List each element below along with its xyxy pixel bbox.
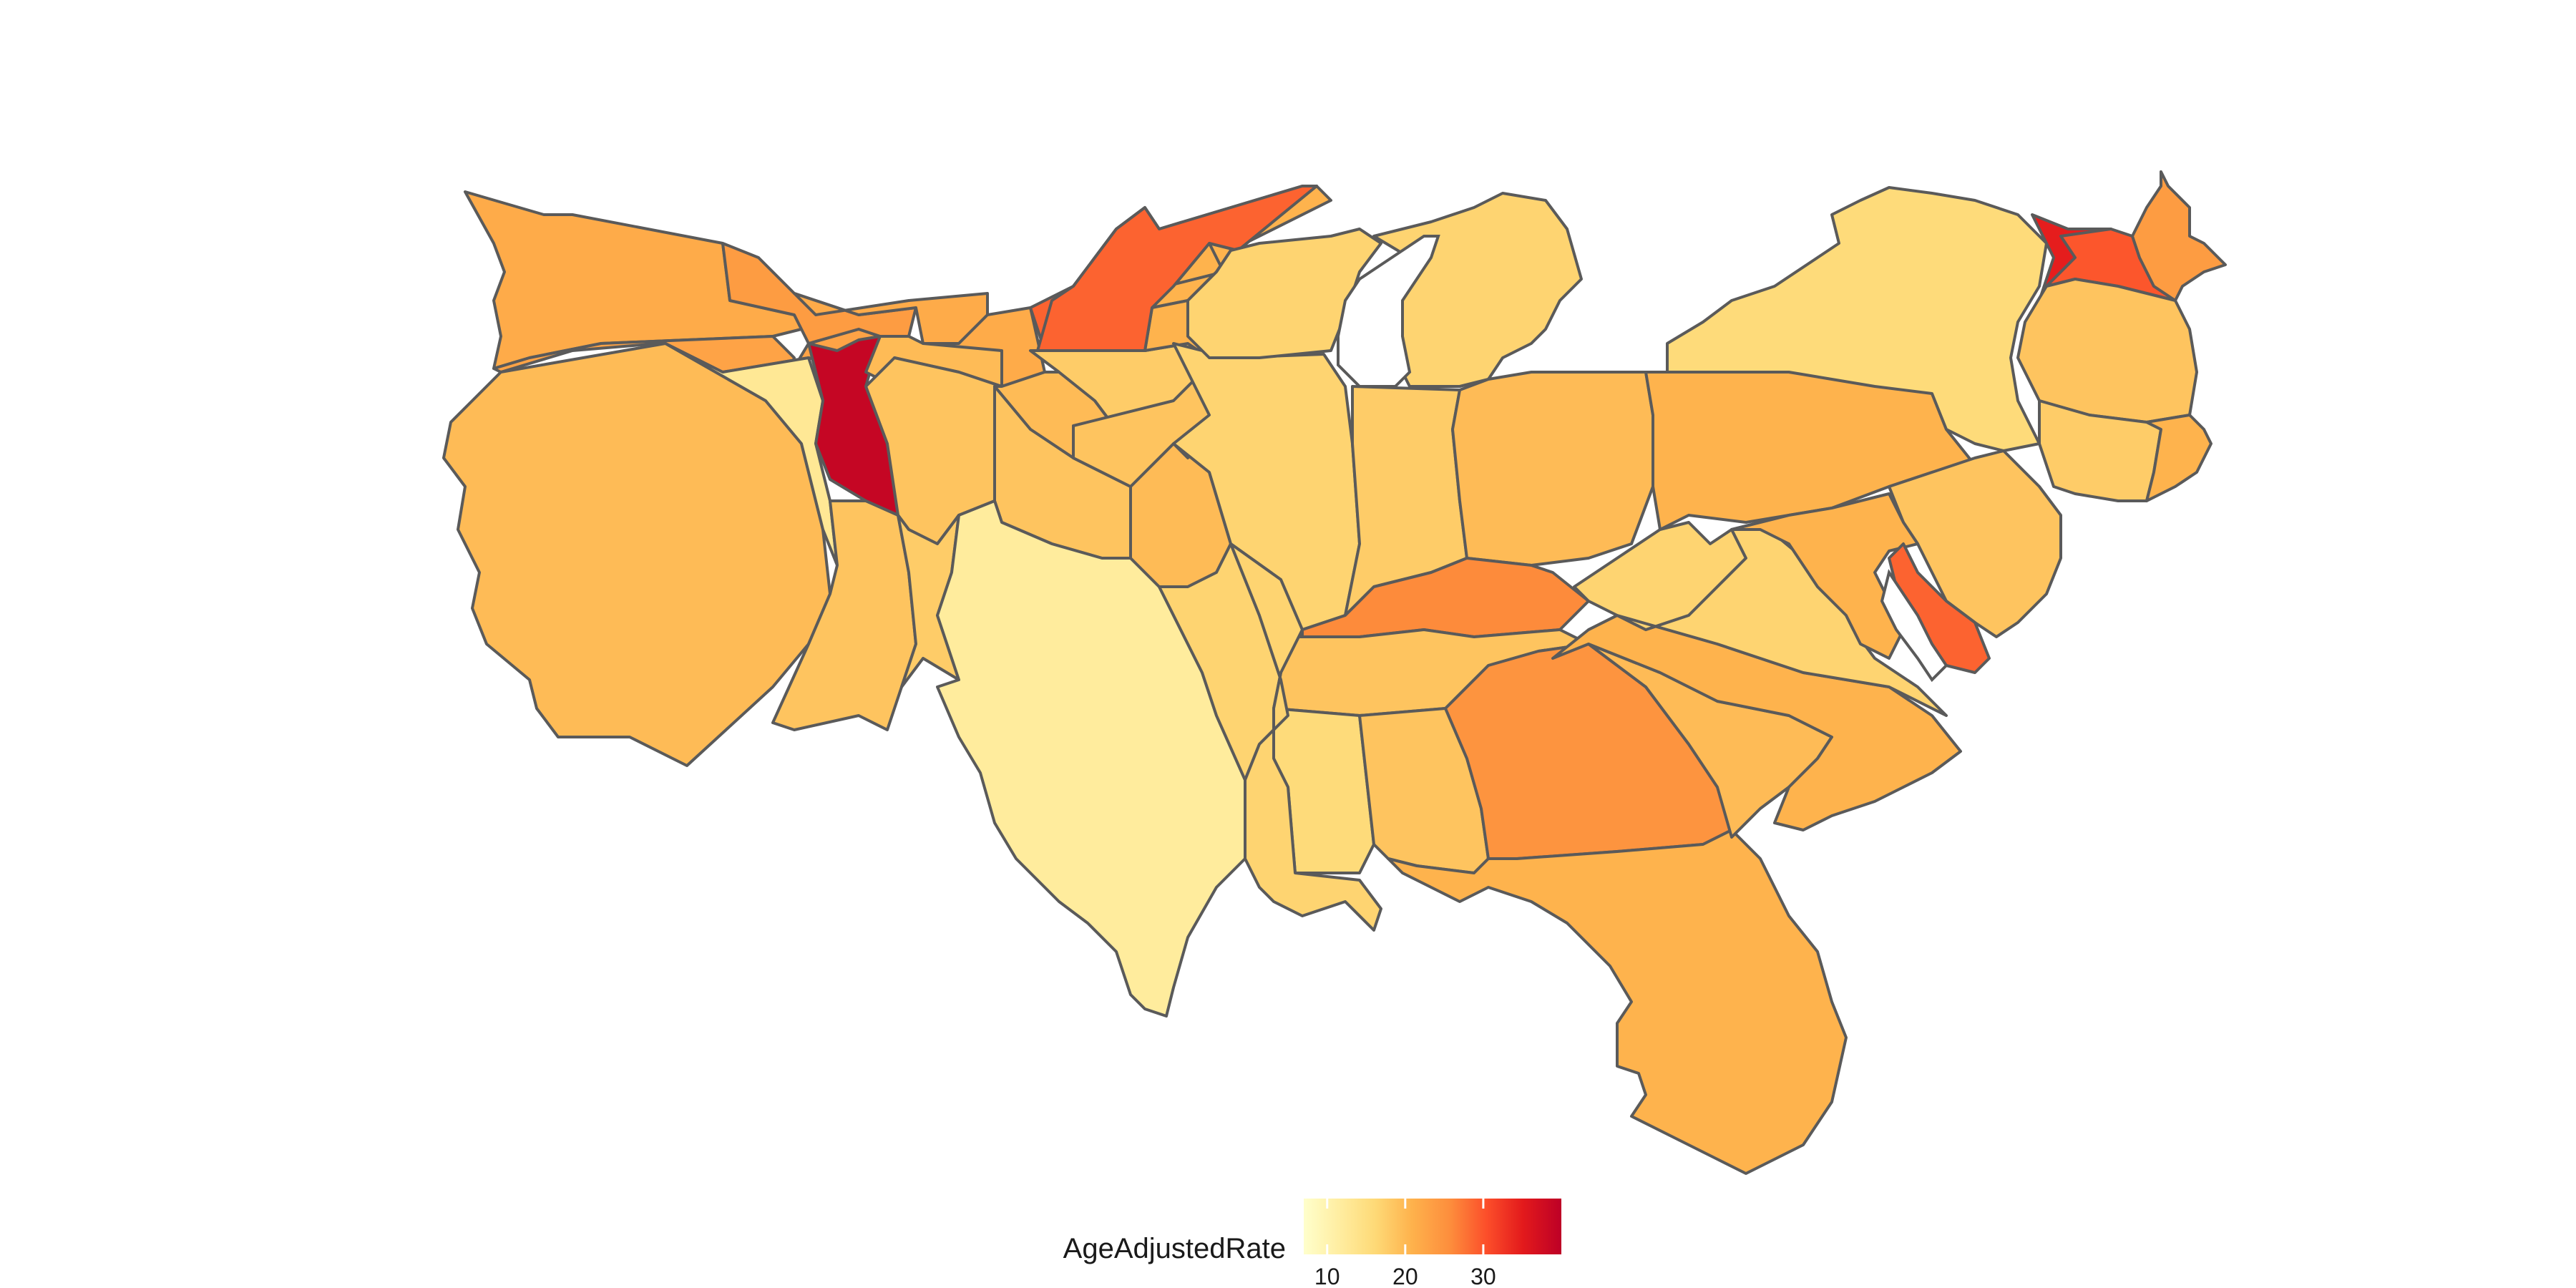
lake-michigan bbox=[1337, 235, 1440, 388]
region-north-central[interactable] bbox=[1036, 185, 1318, 352]
chesapeake-bay bbox=[1880, 569, 1948, 683]
color-legend: AgeAdjustedRate 10 20 30 bbox=[1063, 1199, 1561, 1288]
region-rhode-island[interactable] bbox=[2145, 414, 2212, 502]
water-bodies bbox=[1337, 235, 1948, 683]
region-arizona[interactable] bbox=[771, 499, 917, 731]
region-texas[interactable] bbox=[936, 499, 1246, 1018]
region-louisiana-east[interactable] bbox=[1229, 542, 1382, 932]
region-florida[interactable] bbox=[1387, 829, 1848, 1175]
legend-tick-label-10: 10 bbox=[1314, 1264, 1340, 1288]
legend-colorbar bbox=[1304, 1199, 1561, 1254]
region-new-york[interactable] bbox=[1666, 186, 2048, 452]
legend-title: AgeAdjustedRate bbox=[1063, 1233, 1286, 1264]
state-regions bbox=[442, 170, 2227, 1175]
region-michigan-upper[interactable] bbox=[1186, 228, 1382, 359]
region-massachusetts[interactable] bbox=[2016, 278, 2198, 424]
legend-tick-labels: 10 20 30 bbox=[1314, 1264, 1496, 1288]
region-ohio[interactable] bbox=[1451, 371, 1654, 567]
region-new-jersey[interactable] bbox=[1888, 449, 2062, 638]
legend-tick-label-30: 30 bbox=[1470, 1264, 1496, 1288]
legend-tick-label-20: 20 bbox=[1392, 1264, 1418, 1288]
region-nebraska[interactable] bbox=[922, 306, 1046, 388]
region-maine[interactable] bbox=[2131, 170, 2227, 302]
legend-ticks bbox=[1326, 1199, 1485, 1254]
